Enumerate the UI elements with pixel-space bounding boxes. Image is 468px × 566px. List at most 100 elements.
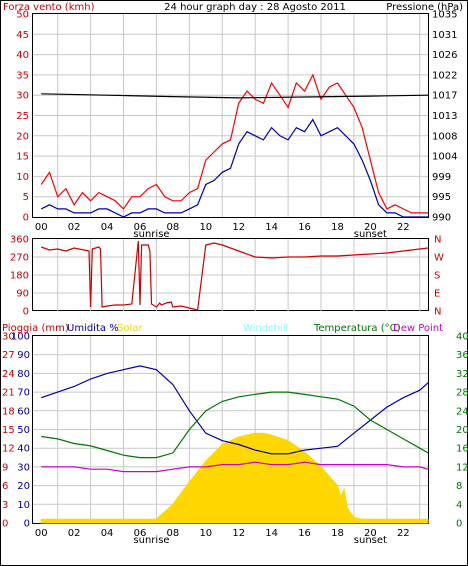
pressure-tick-label: 1031 xyxy=(432,30,457,41)
x-tick-label: 18 xyxy=(331,528,344,539)
wind-axis-title: Forza vento (kmh) xyxy=(3,2,95,13)
humidity-tick-label: 10 xyxy=(17,500,30,511)
pressure-tick-label: 1017 xyxy=(432,91,457,102)
pressure-axis-title: Pressione (hPa) xyxy=(386,2,463,13)
rain-tick-label: 24 xyxy=(2,369,15,380)
temperature-tick-label: 12 xyxy=(456,462,468,473)
legend-temperature: Temperatura (°C) xyxy=(313,323,401,334)
temperature-tick-label: 40 xyxy=(456,332,468,343)
x-tick-label: 00 xyxy=(35,222,48,233)
temperature-tick-label: 8 xyxy=(456,481,462,492)
humidity-tick-label: 100 xyxy=(11,332,30,343)
pressure-tick-label: 1008 xyxy=(432,131,457,142)
direction-panel-gridlines xyxy=(33,239,428,311)
x-tick-label: 06 xyxy=(134,222,147,233)
x-tick-label: 10 xyxy=(199,528,212,539)
temperature-tick-label: 16 xyxy=(456,444,468,455)
wind-tick-label: 45 xyxy=(16,30,29,41)
rain-tick-label: 15 xyxy=(2,425,15,436)
temperature-tick-label: 36 xyxy=(456,350,468,361)
pressure-tick-label: 1035 xyxy=(432,10,457,21)
x-tick-label: 22 xyxy=(397,222,410,233)
direction-panel-series xyxy=(40,240,429,311)
x-marker-label: sunrise xyxy=(133,535,169,546)
wind-tick-label: 50 xyxy=(16,10,29,21)
wind-direction-line xyxy=(40,240,429,311)
temperature-tick-label: 20 xyxy=(456,425,468,436)
x-tick-label: 18 xyxy=(331,222,344,233)
x-tick-label: 16 xyxy=(298,222,311,233)
humidity-tick-label: 40 xyxy=(17,444,30,455)
rain-tick-label: 27 xyxy=(2,350,15,361)
humidity-tick-label: 50 xyxy=(17,425,30,436)
x-marker-label: sunset xyxy=(354,229,387,240)
wind-panel-gridlines xyxy=(33,14,428,217)
direction-tick-label: 270 xyxy=(10,253,29,264)
x-tick-label: 06 xyxy=(134,528,147,539)
x-marker-label: sunrise xyxy=(133,229,169,240)
wind-tick-label: 10 xyxy=(16,172,29,183)
x-tick-label: 00 xyxy=(35,528,48,539)
rain-tick-label: 21 xyxy=(2,388,15,399)
direction-panel-frame xyxy=(32,238,429,311)
humidity-tick-label: 90 xyxy=(17,350,30,361)
x-marker-label: sunset xyxy=(354,535,387,546)
wind-tick-label: 40 xyxy=(16,50,29,61)
wind-tick-label: 30 xyxy=(16,91,29,102)
dewpoint-line xyxy=(41,461,429,473)
wind-panel-series xyxy=(40,73,429,218)
humidity-tick-label: 60 xyxy=(17,406,30,417)
humidity-tick-label: 30 xyxy=(17,462,30,473)
legend-rain: Pioggia (mm) xyxy=(2,323,69,334)
x-tick-label: 10 xyxy=(199,222,212,233)
humidity-tick-label: 20 xyxy=(17,481,30,492)
temperature-line xyxy=(41,391,429,459)
x-tick-label: 22 xyxy=(397,528,410,539)
direction-tick-label: 360 xyxy=(10,235,29,246)
wind-speed-line xyxy=(40,118,428,218)
pressure-tick-label: 1004 xyxy=(432,152,457,163)
legend-windchill: Windchill xyxy=(243,323,288,334)
pressure-tick-label: 1022 xyxy=(432,70,457,81)
rain-tick-label: 18 xyxy=(2,406,15,417)
compass-tick-label: S xyxy=(434,271,440,282)
compass-tick-label: W xyxy=(434,253,444,264)
rain-tick-label: 0 xyxy=(2,519,8,530)
chart-title: 24 hour graph day : 28 Agosto 2011 xyxy=(164,2,346,13)
temperature-tick-label: 4 xyxy=(456,500,462,511)
rain-tick-label: 12 xyxy=(2,444,15,455)
solar-area xyxy=(40,432,429,524)
pressure-line xyxy=(41,93,429,99)
wind-panel-ticks: 00 02 04 06 08 10 12 14 16 18 20 22 sunrise sunset 0 5 1… xyxy=(16,10,457,241)
wind-tick-label: 35 xyxy=(16,70,29,81)
wind-tick-label: 0 xyxy=(23,213,29,224)
wind-tick-label: 25 xyxy=(16,111,29,122)
compass-tick-label: N xyxy=(434,235,441,246)
legend-humidity: Umidita % xyxy=(67,323,119,334)
temperature-tick-label: 24 xyxy=(456,406,468,417)
pressure-tick-label: 990 xyxy=(432,213,451,224)
x-tick-label: 04 xyxy=(101,528,114,539)
x-tick-label: 14 xyxy=(265,222,278,233)
wind-tick-label: 5 xyxy=(23,192,29,203)
rain-tick-label: 6 xyxy=(2,481,8,492)
pressure-tick-label: 999 xyxy=(432,172,451,183)
direction-tick-label: 90 xyxy=(16,289,29,300)
x-tick-label: 16 xyxy=(298,528,311,539)
temperature-tick-label: 32 xyxy=(456,369,468,380)
x-tick-label: 12 xyxy=(232,528,245,539)
temp-panel-series xyxy=(40,365,429,524)
humidity-tick-label: 70 xyxy=(17,388,30,399)
x-tick-label: 20 xyxy=(364,222,377,233)
pressure-tick-label: 995 xyxy=(432,192,451,203)
direction-tick-label: 0 xyxy=(23,307,29,318)
temperature-tick-label: 0 xyxy=(456,519,462,530)
compass-tick-label: E xyxy=(434,289,440,300)
rain-tick-label: 30 xyxy=(2,332,15,343)
rain-tick-label: 9 xyxy=(2,462,8,473)
wind-tick-label: 20 xyxy=(16,131,29,142)
x-tick-label: 14 xyxy=(265,528,278,539)
pressure-tick-label: 1013 xyxy=(432,111,457,122)
